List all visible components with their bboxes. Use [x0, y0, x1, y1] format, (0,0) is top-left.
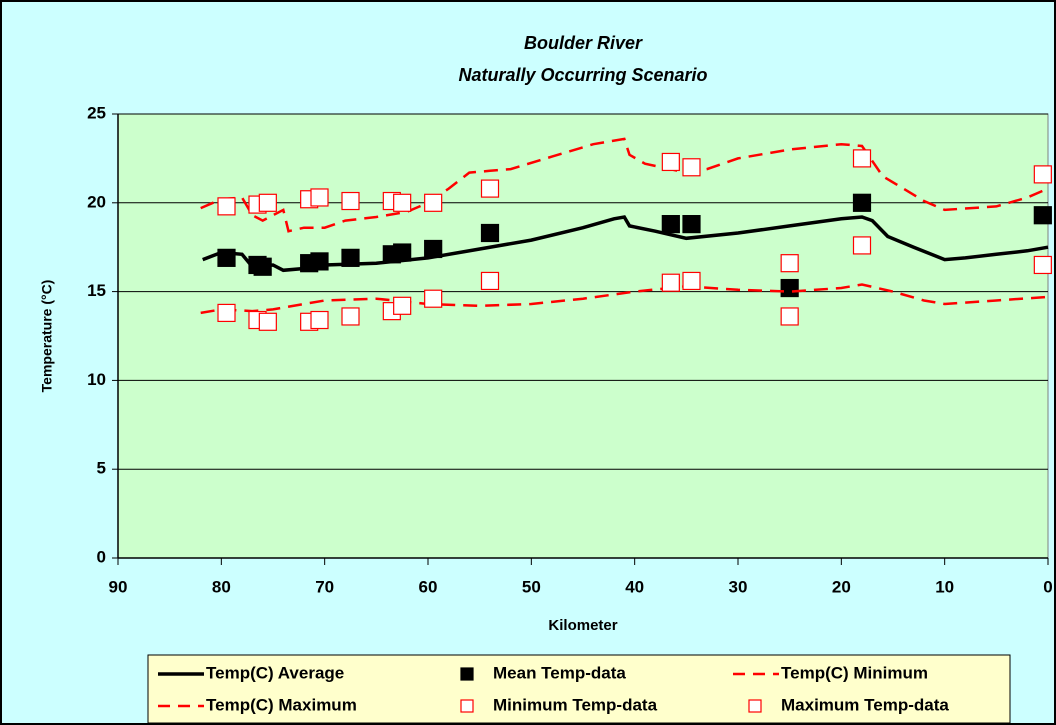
data-point — [217, 248, 236, 267]
chart-subtitle: Naturally Occurring Scenario — [458, 65, 707, 85]
x-tick-label: 90 — [109, 577, 128, 596]
data-point — [253, 257, 272, 276]
legend-label: Minimum Temp-data — [493, 695, 658, 714]
y-tick-label: 0 — [97, 547, 106, 566]
y-tick-label: 5 — [97, 459, 106, 478]
data-point — [780, 254, 799, 273]
legend-label: Temp(C) Average — [206, 663, 344, 682]
legend-swatch — [460, 667, 474, 681]
data-point — [780, 307, 799, 326]
x-axis-label: Kilometer — [548, 617, 617, 634]
x-tick-label: 10 — [935, 577, 954, 596]
x-tick-label: 40 — [625, 577, 644, 596]
data-point — [424, 289, 443, 308]
data-point — [1033, 255, 1052, 275]
data-point — [1033, 206, 1052, 225]
legend-swatch — [460, 699, 474, 713]
data-point — [682, 215, 701, 234]
data-point — [852, 149, 872, 168]
data-point — [852, 236, 872, 255]
data-point — [661, 273, 680, 292]
data-point — [480, 271, 500, 291]
data-point — [661, 152, 680, 172]
chart-title: Boulder River — [524, 33, 643, 53]
line-series — [200, 137, 1049, 233]
y-tick-label: 25 — [87, 103, 106, 122]
data-point — [341, 307, 360, 326]
data-point — [217, 303, 236, 323]
data-point — [661, 215, 680, 234]
line-series — [200, 283, 1049, 315]
line-series — [202, 215, 1049, 273]
data-point — [682, 271, 701, 291]
data-point — [341, 248, 360, 267]
data-point — [1033, 165, 1052, 184]
data-point — [480, 223, 500, 243]
legend-label: Maximum Temp-data — [781, 695, 949, 714]
x-tick-label: 20 — [832, 577, 851, 596]
data-point — [310, 252, 329, 271]
x-tick-label: 0 — [1043, 577, 1052, 596]
legend-label: Mean Temp-data — [493, 663, 626, 682]
data-point — [310, 310, 329, 330]
data-point — [682, 158, 701, 177]
data-point — [258, 312, 277, 331]
data-point — [480, 179, 500, 198]
plot-area — [117, 113, 1049, 559]
data-point — [424, 193, 443, 212]
data-point — [424, 239, 443, 259]
y-axis-label: Temperature (°C) — [39, 280, 55, 393]
data-point — [393, 243, 412, 262]
y-tick-label: 10 — [87, 370, 106, 389]
x-tick-label: 30 — [729, 577, 748, 596]
y-tick-label: 15 — [87, 281, 106, 300]
x-tick-label: 50 — [522, 577, 541, 596]
x-tick-label: 70 — [315, 577, 334, 596]
data-point — [310, 188, 329, 207]
data-point — [393, 296, 412, 315]
x-tick-label: 60 — [419, 577, 438, 596]
y-tick-label: 20 — [87, 192, 106, 211]
legend-label: Temp(C) Minimum — [781, 663, 928, 682]
data-point — [341, 191, 360, 211]
data-point — [780, 278, 799, 298]
legend — [147, 654, 1011, 724]
legend-swatch — [748, 699, 762, 713]
x-tick-label: 80 — [212, 577, 231, 596]
data-point — [393, 193, 412, 212]
legend-label: Temp(C) Maximum — [206, 695, 357, 714]
data-point — [217, 197, 236, 216]
data-point — [258, 193, 277, 212]
data-point — [852, 193, 872, 212]
